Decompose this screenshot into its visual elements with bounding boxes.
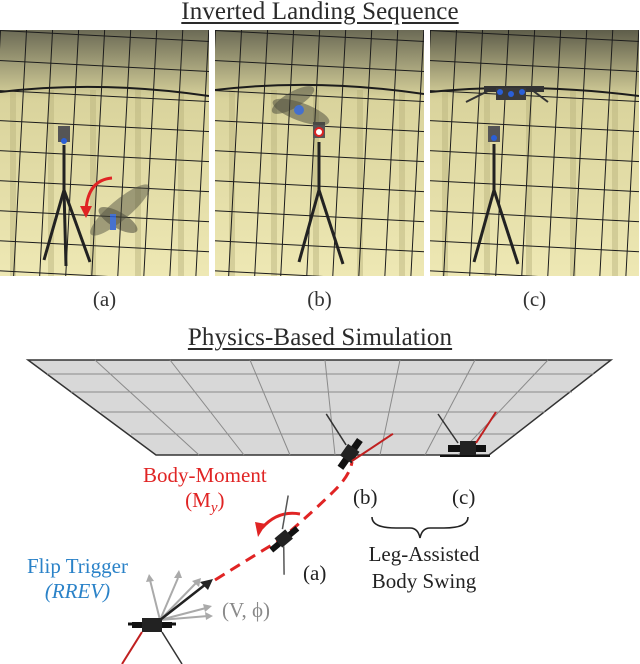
ceiling-plane (25, 359, 614, 456)
label-c: (c) (452, 485, 476, 509)
label-a: (a) (303, 561, 327, 585)
flight-trajectory (214, 461, 354, 582)
photo-c (430, 30, 639, 276)
photo-a-caption: (a) (92, 287, 117, 311)
swing-brace (371, 516, 469, 539)
quadrotor-c (437, 411, 497, 457)
flip-trigger-label: Flip Trigger (RREV) (27, 554, 128, 603)
sim-title: Physics-Based Simulation (187, 324, 453, 351)
quadrotor-b (325, 413, 394, 470)
photo-a (0, 30, 209, 276)
quadrotor-start (121, 618, 183, 664)
top-title: Inverted Landing Sequence (181, 0, 459, 25)
velocity-vectors (146, 570, 213, 621)
velocity-label: (V, ϕ) (222, 598, 270, 622)
photo-b (215, 30, 424, 276)
photo-b-caption: (b) (307, 287, 332, 311)
label-b: (b) (353, 485, 378, 509)
photo-c-caption: (c) (522, 287, 547, 311)
leg-assisted-swing-label: Leg-Assisted Body Swing (368, 542, 480, 593)
quadrotor-a (269, 495, 300, 575)
body-moment-label: Body-Moment (My) (143, 463, 267, 516)
